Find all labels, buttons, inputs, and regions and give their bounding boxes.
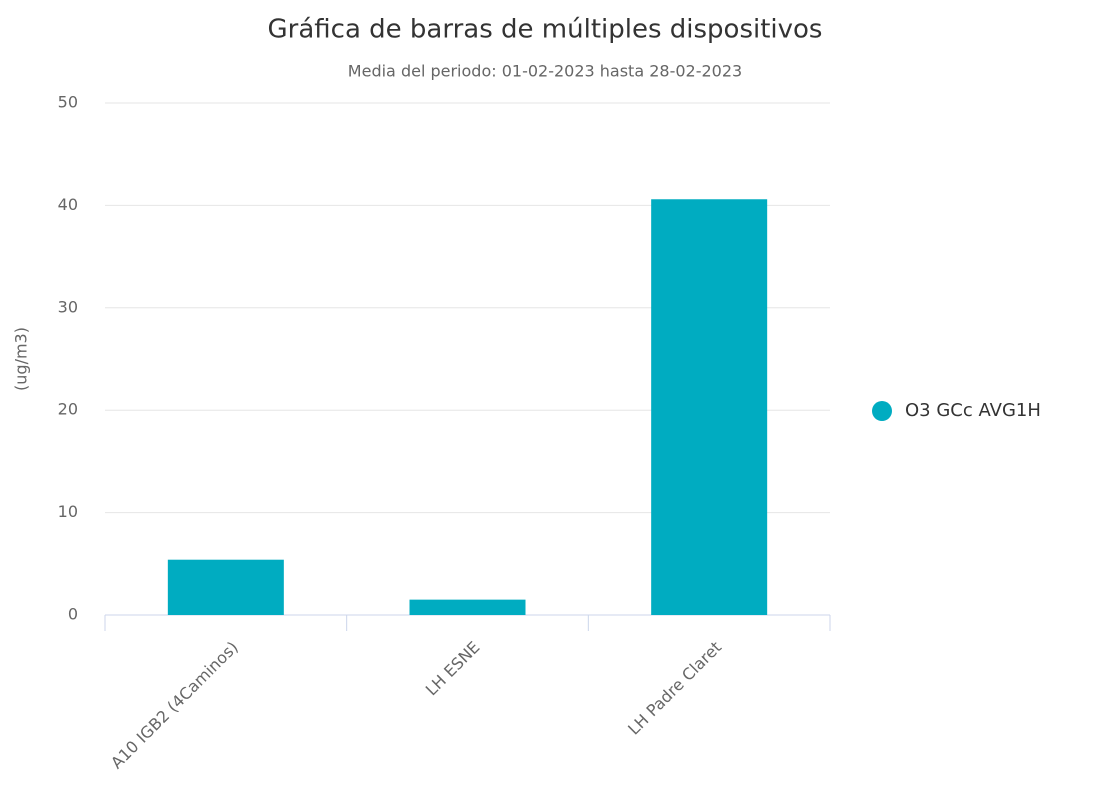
y-tick-label: 0 [68, 605, 78, 624]
x-tick-label: LH Padre Claret [624, 638, 725, 739]
y-axis-label: (ug/m3) [12, 327, 31, 391]
legend-label: O3 GCc AVG1H [905, 400, 1041, 421]
bar [409, 599, 526, 615]
legend-marker [872, 401, 892, 421]
y-tick-label: 10 [58, 502, 78, 521]
x-tick-label: LH ESNE [422, 638, 484, 700]
chart-subtitle: Media del periodo: 01-02-2023 hasta 28-0… [348, 62, 742, 81]
y-tick-label: 30 [58, 297, 78, 316]
chart-title: Gráfica de barras de múltiples dispositi… [268, 15, 823, 45]
y-tick-label: 20 [58, 400, 78, 419]
x-tick-label: A10 IGB2 (4Caminos) [107, 638, 242, 773]
y-tick-label: 50 [58, 93, 78, 112]
y-tick-label: 40 [58, 195, 78, 214]
bar [651, 199, 768, 616]
bar [167, 559, 284, 615]
